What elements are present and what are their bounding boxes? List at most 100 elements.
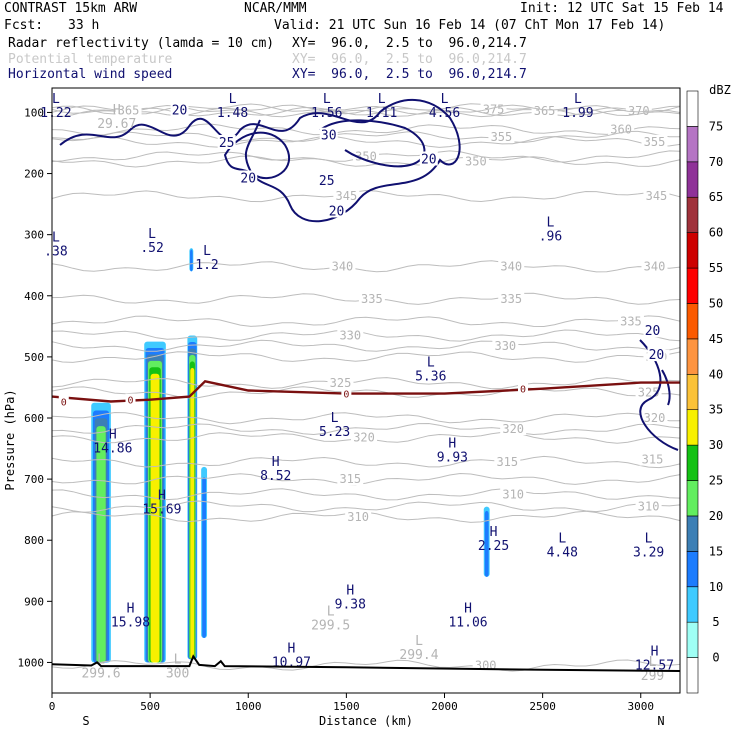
wind-label-2: 30 bbox=[321, 129, 337, 144]
colorbar-level-10: 10 bbox=[709, 580, 723, 594]
wind-label-0: 20 bbox=[172, 104, 188, 119]
colorbar-swatch-1 bbox=[686, 621, 699, 658]
theta-label-bg-25 bbox=[494, 455, 521, 468]
x-tick-label-5: 2500 bbox=[529, 700, 556, 713]
center-value-3: 1.56 bbox=[311, 106, 342, 121]
theta-label-bg-14 bbox=[358, 291, 385, 305]
center-value-12: 5.23 bbox=[319, 425, 350, 440]
center-type-16: H bbox=[158, 489, 166, 504]
terrain-line bbox=[51, 654, 681, 672]
colorbar-level-30: 30 bbox=[709, 438, 723, 452]
colorbar-level-15: 15 bbox=[709, 544, 723, 558]
colorbar-swatch-14 bbox=[686, 161, 699, 198]
theta-label-14: 335 bbox=[361, 292, 383, 306]
theta-label-27: 315 bbox=[642, 453, 664, 467]
theta-label-2: 365 bbox=[534, 104, 556, 118]
y-tick-label-9: 1000 bbox=[18, 656, 45, 669]
field-3-xy: XY= 96.0, 2.5 to 96.0,214.7 bbox=[292, 67, 527, 82]
freezing-label-a-1: 0 bbox=[343, 390, 349, 401]
org-label: NCAR/MMM bbox=[244, 1, 307, 16]
freezing-level-layer: 0 0 0 0 bbox=[51, 379, 680, 409]
field-1-name: Radar reflectivity (lamda = 10 cm) bbox=[8, 36, 275, 51]
theta-contour-line-19 bbox=[51, 351, 681, 363]
theta-label-bg-29 bbox=[500, 487, 527, 501]
theta-contour-line-26 bbox=[51, 472, 681, 486]
center-value-29: 299 bbox=[641, 669, 664, 684]
x-tick-label-3: 1500 bbox=[333, 700, 360, 713]
center-type-1: H bbox=[113, 103, 121, 118]
colorbar-level-5: 5 bbox=[712, 615, 719, 629]
theta-label-bg-16 bbox=[617, 314, 644, 328]
colorbar-swatch-10 bbox=[686, 303, 699, 340]
colorbar-level-55: 55 bbox=[709, 261, 723, 275]
x-tick-label-2: 1000 bbox=[235, 700, 262, 713]
center-value-9: 1.2 bbox=[195, 258, 218, 273]
axes-layer: 0 500 1000 1500 2000 2500 30001002003004005006… bbox=[18, 106, 655, 713]
center-value-6: 1.99 bbox=[562, 106, 593, 121]
center-value-25: 10.97 bbox=[272, 655, 311, 670]
reflectivity-cell-4-level-10 bbox=[484, 510, 489, 577]
reflectivity-cell-5-level-10 bbox=[190, 249, 193, 272]
center-type-18: L bbox=[558, 531, 566, 546]
theta-label-bg-17 bbox=[337, 328, 364, 342]
center-value-10: .96 bbox=[539, 229, 562, 244]
theta-label-20: 325 bbox=[330, 376, 352, 390]
x-tick-label-1: 500 bbox=[140, 700, 160, 713]
freezing-label-bg-b-1 bbox=[518, 382, 528, 394]
wind-contour-line-0 bbox=[59, 99, 461, 223]
field-1-xy: XY= 96.0, 2.5 to 96.0,214.7 bbox=[292, 36, 527, 51]
x-end-right: N bbox=[657, 714, 664, 728]
theta-label-11: 340 bbox=[332, 259, 354, 273]
theta-label-17: 330 bbox=[339, 329, 361, 343]
theta-contour-line-17 bbox=[51, 329, 681, 342]
colorbar-swatch-16 bbox=[686, 90, 699, 127]
colorbar-swatch-12 bbox=[686, 232, 699, 269]
colorbar-swatch-13 bbox=[686, 196, 699, 233]
theta-label-4: 360 bbox=[610, 123, 632, 137]
center-value-20: 9.38 bbox=[335, 597, 366, 612]
theta-label-bg-12 bbox=[498, 259, 525, 273]
pressure-centers-layer: L1.22 H29.67L1.48L1.56L1.11L4.56L1.99L.38… bbox=[40, 92, 674, 684]
colorbar-swatch-6 bbox=[686, 444, 699, 481]
theta-label-bg-24 bbox=[641, 411, 668, 424]
terrain-layer bbox=[51, 654, 681, 672]
colorbar-unit: dBZ bbox=[709, 83, 731, 97]
center-value-14: 9.93 bbox=[437, 451, 468, 466]
theta-label-bg-27 bbox=[639, 452, 666, 466]
wind-label-4: 25 bbox=[319, 174, 335, 189]
reflectivity-cell-1-level-30 bbox=[150, 373, 160, 663]
theta-contour-line-5 bbox=[51, 130, 680, 144]
theta-label-28: 310 bbox=[347, 510, 369, 524]
colorbar-swatch-9 bbox=[686, 338, 699, 375]
wind-label-bg-6 bbox=[419, 151, 438, 166]
theta-label-5: 355 bbox=[491, 130, 513, 144]
center-value-13: 14.86 bbox=[93, 441, 132, 456]
theta-label-bg-7 bbox=[462, 154, 489, 168]
wind-label-7: 20 bbox=[645, 324, 661, 339]
x-tick-label-0: 0 bbox=[49, 700, 56, 713]
wind-label-bg-8 bbox=[647, 347, 666, 362]
wind-label-bg-1 bbox=[217, 135, 236, 149]
reflectivity-layer bbox=[91, 248, 490, 663]
center-value-5: 4.56 bbox=[429, 106, 460, 121]
y-tick-label-5: 600 bbox=[24, 412, 44, 425]
theta-label-bg-28 bbox=[345, 510, 372, 523]
center-type-27: L bbox=[97, 652, 105, 667]
wind-label-1: 25 bbox=[219, 136, 235, 151]
field-3-name: Horizontal wind speed bbox=[8, 67, 173, 82]
theta-contour-line-6 bbox=[51, 135, 681, 148]
theta-label-7: 350 bbox=[465, 154, 487, 168]
center-type-7: L bbox=[52, 231, 60, 246]
colorbar-swatch-4 bbox=[686, 515, 699, 552]
center-type-25: H bbox=[288, 641, 296, 656]
center-value-2: 1.48 bbox=[217, 106, 248, 121]
center-type-4: L bbox=[378, 92, 386, 107]
center-value-4: 1.11 bbox=[366, 106, 397, 121]
theta-label-bg-23 bbox=[500, 422, 527, 435]
theta-label-bg-5 bbox=[488, 129, 515, 143]
theta-label-22: 320 bbox=[353, 431, 375, 445]
freezing-level-line bbox=[51, 379, 680, 403]
x-end-left: S bbox=[82, 714, 89, 728]
theta-contour-line-9 bbox=[51, 189, 681, 203]
